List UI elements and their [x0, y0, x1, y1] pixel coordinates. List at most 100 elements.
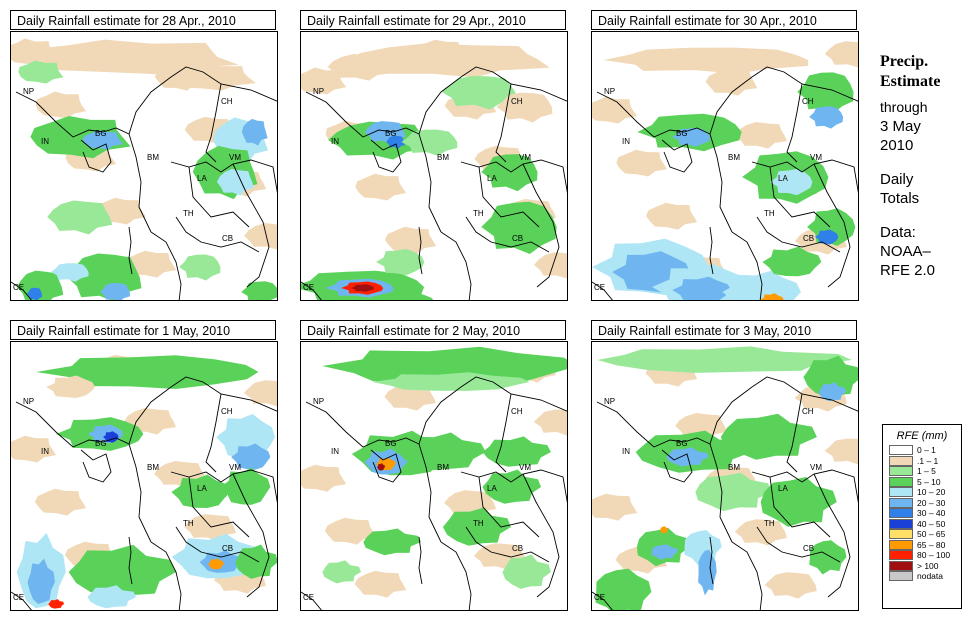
- country-label-ce: CE: [13, 283, 24, 292]
- rain-area: [23, 39, 239, 75]
- rain-area: [327, 54, 393, 81]
- rain-area: [377, 463, 385, 471]
- rain-area: [603, 47, 809, 74]
- map-panel-28-apr: Daily Rainfall estimate for 28 Apr., 201…: [10, 10, 278, 301]
- country-border: [150, 231, 182, 300]
- country-border: [128, 536, 133, 585]
- rain-area: [616, 149, 668, 177]
- country-border: [709, 133, 733, 233]
- country-border: [305, 401, 420, 448]
- country-label-cb: CB: [222, 544, 233, 553]
- country-border: [128, 226, 133, 275]
- rain-area: [184, 514, 236, 541]
- caption-data: Data:: [880, 224, 916, 241]
- country-border: [465, 216, 550, 253]
- rain-area: [824, 41, 858, 68]
- rain-area: [241, 118, 268, 146]
- legend-swatch: [889, 487, 913, 498]
- map-canvas: NP IN BG CH BM VM LA TH CB CE: [301, 39, 567, 300]
- map-panel-2-may: Daily Rainfall estimate for 2 May, 2010 …: [300, 320, 568, 611]
- country-border: [170, 469, 277, 503]
- country-border: [418, 226, 423, 275]
- legend-item: 20 – 30: [889, 497, 961, 509]
- legend-label: 80 – 100: [917, 550, 951, 561]
- country-border: [301, 591, 322, 610]
- rain-area: [221, 467, 271, 505]
- country-label-vm: VM: [810, 153, 822, 162]
- country-label-np: NP: [313, 87, 324, 96]
- country-border: [813, 473, 851, 598]
- legend-item: 1 – 5: [889, 466, 961, 477]
- legend-item: 40 – 50: [889, 518, 961, 530]
- rain-area: [386, 135, 405, 149]
- legend-item: .1 – 1: [889, 455, 961, 467]
- rain-area: [442, 507, 511, 546]
- country-label-in: IN: [331, 137, 339, 146]
- rain-area: [243, 380, 277, 407]
- country-label-bm: BM: [728, 463, 740, 472]
- rain-area: [346, 43, 550, 78]
- legend-item: > 100: [889, 560, 961, 572]
- rain-area: [322, 346, 567, 384]
- rain-area: [760, 477, 837, 527]
- country-border: [175, 526, 260, 563]
- legend-title: RFE (mm): [896, 430, 948, 442]
- country-label-vm: VM: [810, 463, 822, 472]
- rain-area: [384, 384, 437, 411]
- country-label-in: IN: [622, 447, 630, 456]
- country-label-bg: BG: [676, 129, 688, 138]
- rain-area: [672, 127, 711, 147]
- country-border: [731, 541, 763, 610]
- country-border: [418, 66, 567, 135]
- country-border: [522, 473, 560, 598]
- rain-area: [301, 67, 347, 95]
- legend-label: 0 – 1: [917, 445, 936, 456]
- legend-label: 1 – 5: [917, 466, 936, 477]
- country-border: [709, 66, 858, 135]
- country-border: [786, 393, 803, 473]
- rain-area: [100, 283, 131, 300]
- rain-area: [684, 530, 722, 565]
- country-border: [150, 541, 182, 610]
- rain-area: [597, 346, 852, 373]
- country-border: [188, 476, 250, 538]
- country-border: [596, 401, 711, 448]
- rain-area: [27, 558, 55, 604]
- rain-area: [68, 544, 176, 598]
- country-border: [205, 393, 222, 473]
- country-label-bg: BG: [676, 439, 688, 448]
- rain-area: [51, 263, 89, 282]
- panel-title: Daily Rainfall estimate for 2 May, 2010: [300, 320, 566, 340]
- caption-date: 3 May: [880, 118, 921, 135]
- legend-swatch: [889, 476, 913, 487]
- country-label-ch: CH: [221, 407, 233, 416]
- country-label-bm: BM: [728, 153, 740, 162]
- country-label-ce: CE: [303, 283, 314, 292]
- country-border: [769, 166, 831, 228]
- rain-area: [651, 544, 678, 560]
- rain-area: [592, 96, 638, 124]
- country-label-in: IN: [331, 447, 339, 456]
- country-border: [495, 83, 512, 163]
- country-border: [661, 449, 693, 483]
- country-label-bg: BG: [95, 129, 107, 138]
- rain-area: [401, 129, 458, 156]
- rainfall-map: NP IN BG CH BM VM LA TH CB CE: [591, 341, 859, 611]
- country-label-th: TH: [764, 519, 775, 528]
- country-label-vm: VM: [519, 463, 531, 472]
- country-label-ch: CH: [802, 97, 814, 106]
- country-border: [370, 139, 402, 173]
- country-border: [205, 83, 222, 163]
- country-label-th: TH: [764, 209, 775, 218]
- rain-area: [47, 200, 113, 235]
- rain-area: [482, 469, 541, 504]
- country-border: [751, 159, 858, 193]
- legend-swatch: [889, 497, 913, 508]
- country-border: [128, 443, 152, 543]
- rain-area: [179, 254, 221, 281]
- legend-swatch: [889, 539, 913, 550]
- rain-area: [764, 572, 817, 599]
- rain-area: [720, 413, 817, 460]
- country-label-th: TH: [183, 519, 194, 528]
